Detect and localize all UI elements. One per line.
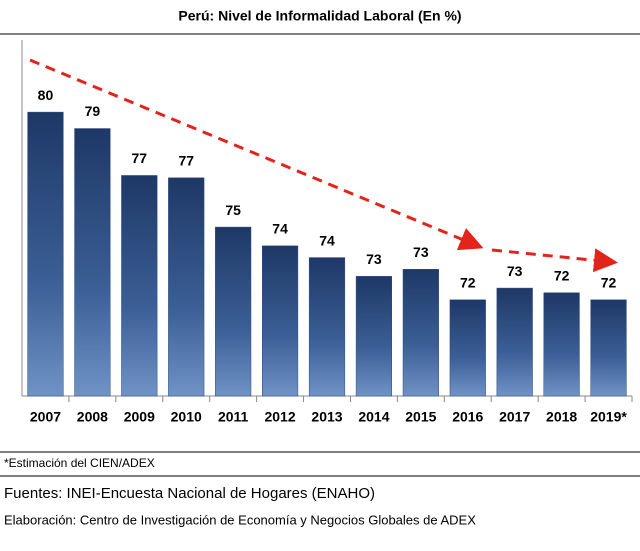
trend-arrow [491,248,618,273]
note: *Estimación del CIEN/ADEX [4,456,155,470]
x-tick-label: 2007 [30,409,61,425]
x-tick-label: 2013 [311,409,342,425]
value-label: 72 [460,275,476,291]
bar [308,257,346,397]
bar [27,111,64,397]
bar [543,292,580,397]
value-label: 77 [132,150,148,166]
bar [215,226,252,397]
bar [261,245,299,397]
x-tick-label: 2016 [452,409,483,425]
bar [590,299,627,397]
value-label: 77 [178,153,194,169]
x-tick-label: 2009 [124,409,155,425]
x-tick-label: 2015 [405,409,436,425]
value-label: 72 [554,267,570,283]
value-label: 79 [85,103,101,119]
bar [121,175,158,397]
source: Fuentes: INEI-Encuesta Nacional de Hogar… [4,485,375,502]
bar [168,177,205,397]
trend-arrow [29,58,484,251]
value-label: 73 [366,251,382,267]
value-label: 73 [507,263,523,279]
x-tick-label: 2011 [218,409,249,425]
x-tick-label: 2010 [171,409,202,425]
value-label: 80 [38,87,54,103]
x-tick-label: 2012 [264,409,295,425]
value-label: 74 [319,232,335,248]
value-label: 72 [601,275,617,291]
x-tick-label: 2018 [546,409,577,425]
value-label: 75 [225,202,241,218]
x-tick-label: 2014 [358,409,389,425]
bar [449,299,486,397]
x-tick-label: 2008 [77,409,108,425]
x-tick-label: 2019* [590,409,627,425]
value-label: 74 [272,221,288,237]
bar [74,128,111,397]
bar [402,269,439,397]
value-label: 73 [413,244,429,260]
credit: Elaboración: Centro de Investigación de … [4,512,476,527]
chart-title: Perú: Nivel de Informalidad Laboral (En … [178,8,461,24]
bar [355,276,393,397]
bar [496,287,533,397]
x-tick-label: 2017 [499,409,530,425]
